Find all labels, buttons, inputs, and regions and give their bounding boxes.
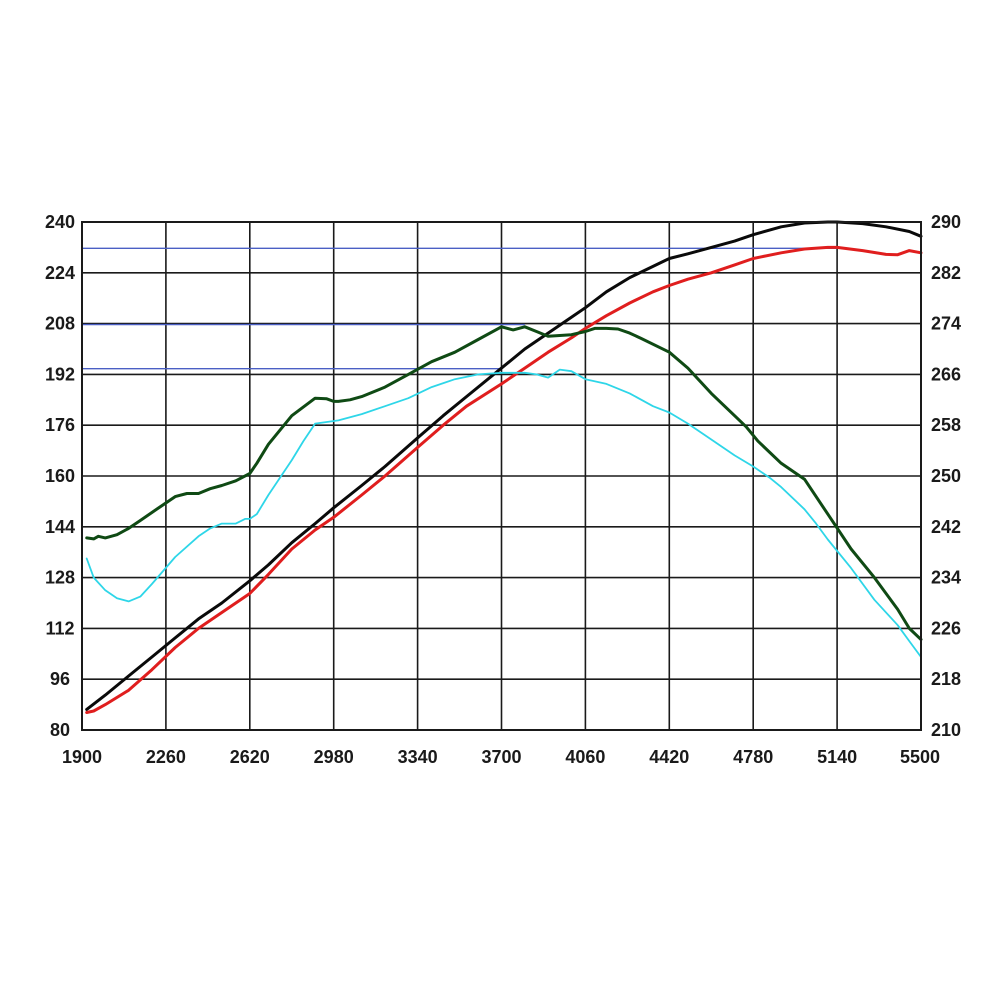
series-line-1 [85, 220, 923, 711]
y-tick-label-left: 192 [45, 364, 75, 384]
y-tick-label-right: 266 [931, 364, 961, 384]
y-tick-label-right: 250 [931, 466, 961, 486]
x-axis-ticks: 1900 2260 2620 2980 3340 3700 4060 4420 4780 5140… [62, 747, 940, 767]
y-tick-label-left: 144 [45, 517, 75, 537]
x-tick-label: 4780 [733, 747, 773, 767]
y-tick-label-right: 282 [931, 263, 961, 283]
y-tick-label-left: 160 [45, 466, 75, 486]
x-tick-label: 2980 [314, 747, 354, 767]
x-tick-label: 3700 [481, 747, 521, 767]
series-line-2 [85, 245, 923, 714]
x-tick-label: 2260 [146, 747, 186, 767]
series-lines [85, 220, 923, 714]
y-tick-label-right: 258 [931, 415, 961, 435]
y-tick-label-right: 242 [931, 517, 961, 537]
y-tick-label-left: 96 [50, 669, 70, 689]
y-tick-label-left: 224 [45, 263, 75, 283]
y-tick-label-left: 176 [45, 415, 75, 435]
y-tick-label-right: 274 [931, 314, 961, 334]
y-tick-label-right: 210 [931, 720, 961, 740]
y-tick-label-left: 80 [50, 720, 70, 740]
y-tick-label-right: 290 [931, 212, 961, 232]
series-line-3 [85, 325, 923, 641]
x-tick-label: 5140 [817, 747, 857, 767]
y-tick-label-left: 128 [45, 568, 75, 588]
y-tick-label-right: 234 [931, 568, 961, 588]
series-line-4 [85, 368, 922, 658]
x-tick-label: 5500 [900, 747, 940, 767]
plot-area-border [81, 221, 922, 731]
y-tick-label-left: 112 [45, 618, 74, 638]
x-tick-label: 3340 [398, 747, 438, 767]
y-axis-right-ticks: 210 218 226 234 242 250 258 266 274 282 290 [931, 212, 961, 740]
y-tick-label-left: 208 [45, 314, 75, 334]
x-tick-label: 2620 [230, 747, 270, 767]
y-axis-left-ticks: 80 96 112 128 144 160 176 192 208 224 240 [45, 212, 75, 740]
y-tick-label-left: 240 [45, 212, 75, 232]
x-tick-label: 1900 [62, 747, 102, 767]
x-tick-label: 4420 [649, 747, 689, 767]
y-tick-label-right: 226 [931, 618, 961, 638]
x-tick-label: 4060 [565, 747, 605, 767]
y-tick-label-right: 218 [931, 669, 961, 689]
grid [81, 221, 922, 731]
